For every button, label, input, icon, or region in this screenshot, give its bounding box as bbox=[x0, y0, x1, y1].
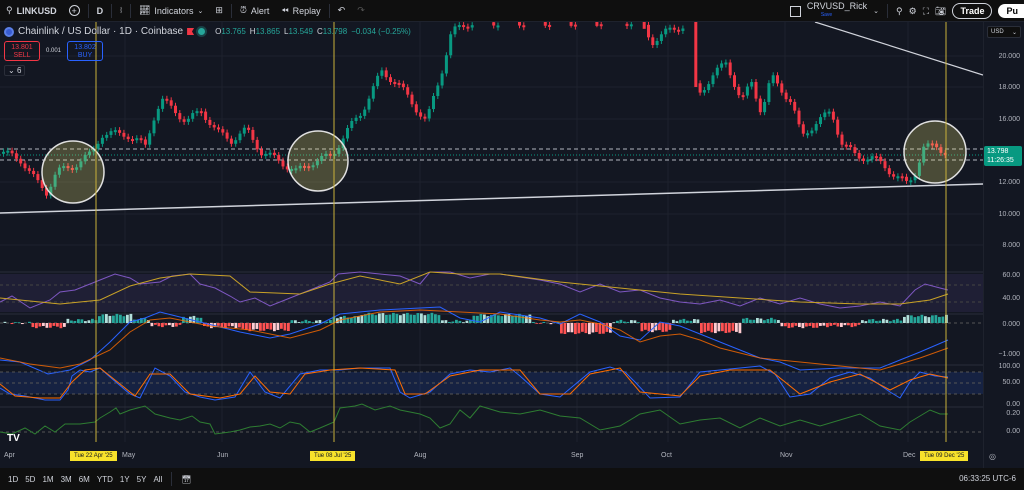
calendar-icon[interactable]: 📅︎ bbox=[181, 474, 192, 484]
date-marker-tag: Tue 22 Apr '25 bbox=[70, 451, 117, 461]
range-5y[interactable]: 5Y bbox=[136, 474, 147, 484]
redo-button[interactable]: ↷ bbox=[351, 0, 371, 22]
replay-button[interactable]: ⏪︎ Replay bbox=[281, 5, 321, 16]
fullscreen-icon[interactable]: ⛶ bbox=[922, 5, 930, 16]
chart-area[interactable]: Chainlink / US Dollar · 1D · Coinbase O1… bbox=[0, 22, 1024, 468]
top-toolbar: ⚲ LINKUSD + D ⧙ 📈︎ Indicators ⌄ ⊞ ⏰︎ Ale… bbox=[0, 0, 1024, 22]
price-axis[interactable]: USD ⌄ 20.000 18.000 16.000 13.798 11:26:3… bbox=[983, 22, 1024, 468]
chevron-down-icon: ⌄ bbox=[197, 7, 204, 15]
sell-button[interactable]: 13.801 SELL bbox=[4, 41, 40, 61]
alert-button[interactable]: ⏰︎ Alert bbox=[239, 5, 270, 16]
divider bbox=[230, 3, 232, 18]
plus-circle-icon: + bbox=[68, 5, 80, 16]
layout-checkbox-icon[interactable] bbox=[789, 5, 801, 17]
range-6m[interactable]: 6M bbox=[78, 474, 90, 484]
chart-type-button[interactable]: ⧙ bbox=[114, 0, 128, 22]
range-5d[interactable]: 5D bbox=[25, 474, 36, 484]
indicators-collapse-toggle[interactable]: ⌄ 6 bbox=[4, 65, 26, 76]
symbol-title[interactable]: Chainlink / US Dollar · 1D · Coinbase bbox=[18, 26, 184, 37]
range-ytd[interactable]: YTD bbox=[96, 474, 113, 484]
quick-search-icon[interactable]: ⚲ bbox=[896, 5, 903, 16]
divider bbox=[87, 3, 89, 18]
compare-symbol-button[interactable]: + bbox=[63, 0, 86, 22]
spread-value: 0.001 bbox=[46, 48, 62, 54]
axis-settings-icon[interactable]: ◎ bbox=[989, 452, 996, 461]
layout-name-button[interactable]: CRVUSD_Rick Save bbox=[806, 1, 868, 19]
divider bbox=[887, 4, 889, 18]
flag-icon[interactable] bbox=[187, 28, 195, 35]
rewind-icon: ⏪︎ bbox=[281, 5, 289, 15]
time-axis[interactable]: Apr May Jun Aug Sep Oct Nov Dec Tue 22 A… bbox=[0, 442, 983, 468]
date-marker-tag: Tue 09 Dec '25 bbox=[920, 451, 969, 461]
chevron-down-icon: ⌄ bbox=[1011, 30, 1017, 36]
ohlc-values: O13.765 H13.865 L13.549 C13.798 −0.034 (… bbox=[215, 27, 411, 36]
range-3m[interactable]: 3M bbox=[60, 474, 72, 484]
divider bbox=[328, 3, 330, 18]
range-1y[interactable]: 1Y bbox=[119, 474, 130, 484]
chart-canvas[interactable] bbox=[0, 22, 983, 442]
bottom-toolbar: 1D 5D 1M 3M 6M YTD 1Y 5Y All 📅︎ 06:33:25… bbox=[0, 468, 1024, 490]
redo-icon: ↷ bbox=[357, 5, 365, 15]
candles-icon: ⧙ bbox=[120, 5, 122, 15]
indicators-icon: 📈︎ bbox=[138, 5, 151, 15]
symbol-legend: Chainlink / US Dollar · 1D · Coinbase O1… bbox=[4, 26, 411, 37]
sell-buy-panel: 13.801 SELL 0.001 13.802 BUY bbox=[4, 41, 104, 61]
chainlink-logo-icon bbox=[4, 26, 14, 37]
divider bbox=[129, 3, 131, 18]
indicators-button[interactable]: 📈︎ Indicators ⌄ bbox=[138, 5, 204, 16]
range-1m[interactable]: 1M bbox=[42, 474, 54, 484]
currency-select[interactable]: USD ⌄ bbox=[987, 26, 1021, 38]
chevron-down-icon[interactable]: ⌄ bbox=[873, 8, 880, 15]
range-all[interactable]: All bbox=[153, 474, 163, 484]
tradingview-logo[interactable]: TV bbox=[7, 433, 20, 444]
last-price-tag: 13.798 11:26:35 bbox=[984, 146, 1022, 166]
publish-button[interactable]: Pu bbox=[998, 4, 1024, 18]
interval-button[interactable]: D bbox=[96, 5, 104, 16]
buy-button[interactable]: 13.802 BUY bbox=[67, 41, 104, 61]
search-icon: ⚲ bbox=[6, 5, 13, 15]
alarm-clock-icon: ⏰︎ bbox=[239, 5, 247, 15]
market-open-icon bbox=[198, 28, 206, 35]
undo-icon: ↶ bbox=[337, 5, 346, 15]
symbol-search[interactable]: ⚲ LINKUSD bbox=[6, 5, 57, 16]
templates-button[interactable]: ⊞ bbox=[209, 0, 229, 22]
range-1d[interactable]: 1D bbox=[8, 474, 19, 484]
divider bbox=[171, 472, 173, 486]
camera-icon[interactable]: 📷︎ bbox=[935, 5, 947, 16]
settings-gear-icon[interactable]: ⚙ bbox=[908, 5, 917, 16]
trade-button[interactable]: Trade bbox=[952, 3, 993, 19]
clock[interactable]: 06:33:25 UTC-6 bbox=[959, 474, 1016, 483]
undo-button[interactable]: ↶ bbox=[332, 0, 352, 22]
divider bbox=[111, 3, 113, 18]
date-marker-tag: Tue 08 Jul '25 bbox=[310, 451, 356, 461]
grid-icon: ⊞ bbox=[215, 5, 223, 15]
